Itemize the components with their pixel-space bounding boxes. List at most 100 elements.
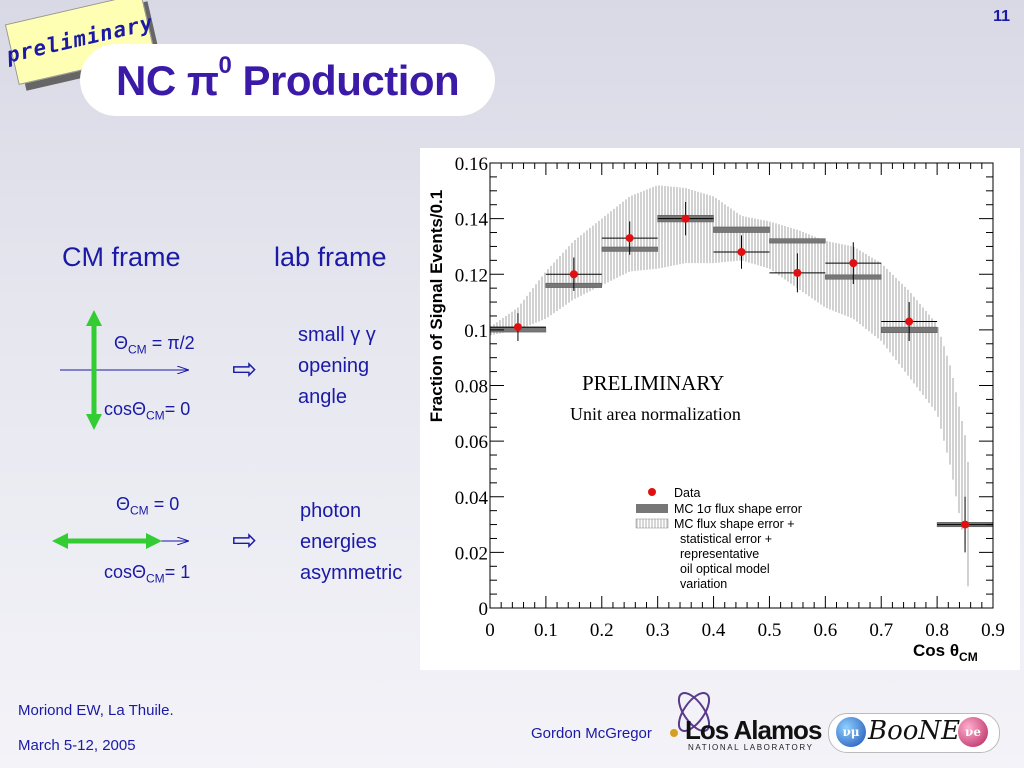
x-tick-label: 0.2 (590, 620, 614, 641)
annotation-title: PRELIMINARY (582, 371, 724, 395)
legend-data-marker (648, 488, 656, 496)
y-axis-label: Fraction of Signal Events/0.1 (427, 190, 446, 422)
x-axis-label: Cos θCM (913, 641, 978, 664)
data-points (490, 201, 993, 553)
y-tick-label: 0.06 (455, 432, 488, 453)
title-background (80, 44, 495, 116)
lanl-atom-icon (670, 692, 710, 737)
case2-description: photon energies asymmetric (300, 496, 402, 589)
annotation-subtitle: Unit area normalization (570, 404, 741, 424)
x-axis-label-main: Cos θ (913, 641, 959, 660)
page-title: NC π0 Production (116, 52, 460, 105)
lanl-logo-text: Los Alamos (685, 715, 822, 745)
legend-entry: oil optical model (680, 562, 770, 576)
data-point (849, 259, 858, 268)
case2-desc-line: energies (300, 531, 377, 553)
implies-arrow-icon: ⇨ (232, 353, 258, 386)
y-tick-label: 0.08 (455, 377, 488, 398)
case2-theta-symbol: Θ (116, 494, 131, 514)
legend-entry: Data (674, 486, 700, 500)
case1-cos-label: cosΘCM= 0 (104, 399, 190, 423)
legend-entry: statistical error + (680, 532, 772, 546)
mc-flux-box (713, 226, 770, 233)
case2-desc-line: asymmetric (300, 562, 403, 584)
legend-entry: MC flux shape error + (674, 517, 795, 531)
lanl-logo-subtext: NATIONAL LABORATORY (688, 743, 814, 752)
photon-arrow-down (86, 414, 102, 430)
chart: 0 0.1 0.2 0.3 0.4 0.5 0.6 0.7 0.8 0.9 0 0.02 0.04 0.… (420, 148, 1020, 670)
y-tick-label: 0.1 (464, 321, 488, 342)
legend: Data MC 1σ flux shape error MC flux shap… (635, 486, 802, 591)
case1-cos-sub: CM (146, 408, 165, 423)
x-tick-label: 0.6 (813, 620, 837, 641)
case1-description: small γ γ opening angle (298, 320, 376, 413)
y-tick-label: 0.02 (455, 543, 488, 564)
photon-arrow-up (86, 310, 102, 326)
case2-desc-line: photon (300, 500, 362, 522)
x-tick-label: 0 (485, 620, 495, 641)
cm-frame-header: CM frame (62, 242, 181, 272)
case1-theta-value: = π/2 (146, 333, 195, 353)
x-tick-label: 0.5 (758, 620, 782, 641)
x-tick-label: 0.1 (534, 620, 558, 641)
title-main: NC π (116, 57, 219, 104)
footer-conference: Moriond EW, La Thuile. (18, 702, 174, 719)
booNE-logo-text: BooNE (868, 716, 961, 746)
title-superscript: 0 (218, 52, 232, 79)
data-point (625, 234, 634, 243)
implies-arrow-icon: ⇨ (232, 524, 258, 557)
axis-ticks (489, 162, 994, 609)
legend-flux-swatch (636, 504, 668, 513)
case1-desc-line: opening (298, 355, 370, 377)
footer-date: March 5-12, 2005 (18, 737, 136, 754)
case1-theta-symbol: Θ (114, 333, 129, 353)
case1-cos-value: = 0 (164, 399, 191, 419)
case1-theta-sub: CM (128, 342, 147, 357)
legend-total-swatch (635, 518, 669, 529)
y-tick-label: 0.14 (455, 210, 489, 231)
photon-arrow-left (52, 533, 68, 549)
neutrino-e-ball-icon: νe (958, 717, 988, 747)
case2-cos-sub: CM (146, 571, 165, 586)
case2-theta-sub: CM (130, 503, 149, 518)
x-tick-label: 0.8 (925, 620, 949, 641)
data-point (905, 317, 914, 326)
case1-desc-line: angle (298, 386, 347, 408)
x-tick-label: 0.3 (646, 620, 670, 641)
case1-theta-label: ΘCM = π/2 (114, 333, 195, 357)
case2-cos-value: = 1 (164, 562, 191, 582)
case2-theta-value: = 0 (148, 494, 180, 514)
title-tail: Production (231, 57, 460, 104)
data-point (793, 268, 802, 277)
mc-flux-box (769, 238, 826, 244)
photon-arrow-right (146, 533, 162, 549)
case1-cos-symbol: cosΘ (104, 399, 147, 419)
data-point (737, 248, 746, 256)
y-tick-label: 0 (479, 599, 489, 620)
case2-cos-symbol: cosΘ (104, 562, 147, 582)
neutrino-mu-ball-icon: νμ (836, 717, 866, 747)
data-point (681, 214, 690, 223)
legend-entry: MC 1σ flux shape error (674, 502, 802, 516)
author-name: Gordon McGregor (531, 725, 652, 742)
y-tick-label: 0.12 (455, 265, 488, 286)
case1-desc-line: small γ γ (298, 324, 376, 346)
x-tick-label: 0.4 (702, 620, 726, 641)
x-tick-label: 0.9 (981, 620, 1005, 641)
x-axis-label-sub: CM (959, 650, 978, 664)
data-point (513, 323, 522, 332)
case2-cos-label: cosΘCM= 1 (104, 562, 190, 586)
data-point (569, 270, 578, 279)
lab-frame-header: lab frame (274, 242, 387, 272)
x-tick-label: 0.7 (869, 620, 893, 641)
y-tick-label: 0.04 (455, 488, 489, 509)
page-number: 11 (993, 8, 1010, 25)
y-tick-labels: 0 0.02 0.04 0.06 0.08 0.1 0.12 0.14 0.16 (455, 154, 489, 620)
legend-entry: representative (680, 547, 759, 561)
x-tick-labels: 0 0.1 0.2 0.3 0.4 0.5 0.6 0.7 0.8 0.9 (485, 620, 1005, 641)
y-tick-label: 0.16 (455, 154, 488, 175)
legend-entry: variation (680, 577, 727, 591)
data-point (961, 520, 970, 529)
case2-theta-label: ΘCM = 0 (116, 494, 179, 518)
frame-diagram (52, 310, 210, 549)
